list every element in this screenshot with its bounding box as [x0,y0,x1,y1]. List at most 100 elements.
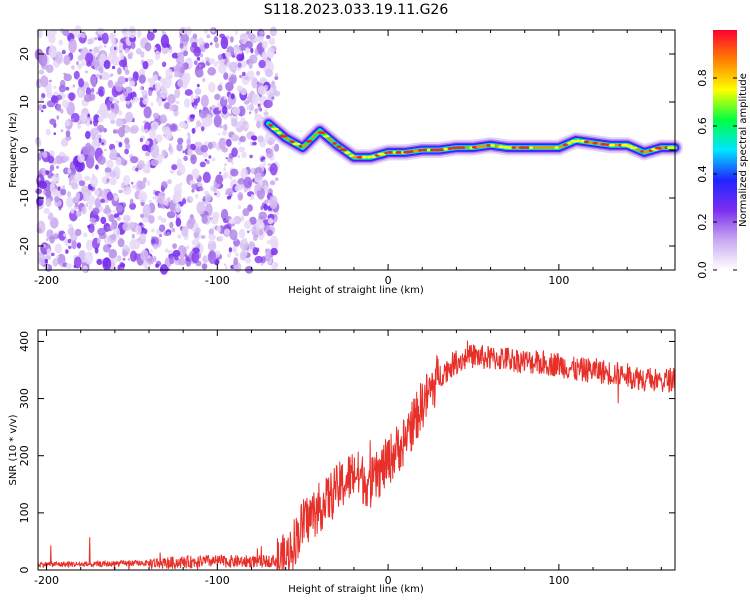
noise-speckle [39,97,44,103]
noise-speckle [165,153,169,157]
noise-speckle [189,196,193,202]
noise-speckle [228,113,233,116]
noise-speckle [110,119,116,125]
ridge-peak [336,145,342,149]
ridge-peak [608,143,616,147]
ridge-peak [384,151,388,155]
noise-speckle [150,102,154,107]
y-tick-label: 0 [18,147,31,154]
noise-speckle [211,104,216,109]
noise-speckle [163,102,171,110]
noise-speckle [94,189,100,196]
ridge-peak [344,151,351,155]
noise-speckle [225,138,232,147]
noise-speckle [223,228,231,237]
noise-speckle [85,70,88,74]
noise-speckle [109,170,117,178]
noise-speckle [266,148,274,159]
x-tick-label: -100 [205,574,230,587]
noise-speckle [213,36,219,43]
noise-speckle [38,69,45,75]
noise-speckle [86,194,96,206]
noise-speckle [177,137,184,145]
noise-speckle [186,138,191,146]
noise-speckle [119,95,126,102]
noise-speckle [231,161,234,165]
ridge-peak [588,141,594,144]
noise-speckle [155,263,160,268]
ridge-peak [558,145,564,149]
y-tick-label: 0 [18,567,31,574]
ridge-peak [536,146,543,150]
noise-speckle [226,104,232,110]
noise-speckle [38,251,43,256]
noise-speckle [181,198,187,205]
noise-speckle [66,191,72,198]
noise-speckle [135,48,142,55]
ridge-peak [323,134,330,138]
noise-speckle [227,252,232,258]
noise-speckle [182,247,187,255]
noise-speckle [108,213,115,223]
noise-speckle [88,118,93,121]
noise-speckle [195,94,199,99]
noise-speckle [191,127,196,134]
noise-speckle [102,257,112,271]
noise-speckle [46,238,49,242]
noise-speckle [238,228,246,239]
noise-speckle [124,137,130,145]
noise-speckle [148,89,153,97]
ridge-peak [636,148,640,152]
noise-speckle [178,121,187,128]
noise-speckle [76,242,82,249]
noise-speckle [99,75,103,80]
noise-speckle [202,151,208,158]
noise-speckle [56,103,62,112]
noise-speckle [261,51,268,60]
noise-speckle [103,45,107,48]
noise-speckle [103,148,107,152]
noise-speckle [274,76,279,80]
noise-speckle [42,104,47,110]
noise-speckle [140,51,145,58]
noise-speckle [263,111,269,116]
noise-speckle [237,178,246,185]
noise-speckle [38,180,47,190]
noise-speckle [91,232,94,237]
noise-speckle [118,44,124,52]
noise-speckle [225,81,234,92]
noise-speckle [269,163,278,176]
noise-speckle [129,202,137,210]
noise-speckle [256,120,262,129]
noise-region [34,25,281,275]
noise-speckle [129,198,134,205]
ridge-peak [465,146,469,150]
noise-speckle [80,32,86,39]
noise-speckle [128,76,132,82]
noise-speckle [108,96,114,102]
colorbar-ticks: 0.0 0.2 0.4 0.6 0.8 [696,69,737,279]
noise-speckle [199,161,206,168]
noise-speckle [130,125,139,134]
noise-speckle [74,25,83,39]
noise-speckle [202,77,206,83]
noise-speckle [122,186,132,195]
noise-speckle [153,47,157,51]
noise-speckle [191,239,200,246]
noise-speckle [87,113,91,118]
noise-speckle [246,105,250,111]
noise-speckle [68,223,73,229]
noise-speckle [85,52,94,65]
spectrogram-y-label: Frequency (Hz) [8,112,19,188]
noise-speckle [142,60,149,70]
noise-speckle [275,177,279,181]
noise-speckle [250,47,254,54]
ridge-peak [367,155,371,159]
noise-speckle [58,207,62,211]
noise-speckle [250,135,257,141]
noise-speckle [93,118,98,127]
noise-speckle [236,46,241,51]
noise-speckle [71,182,79,190]
noise-speckle [113,227,120,238]
